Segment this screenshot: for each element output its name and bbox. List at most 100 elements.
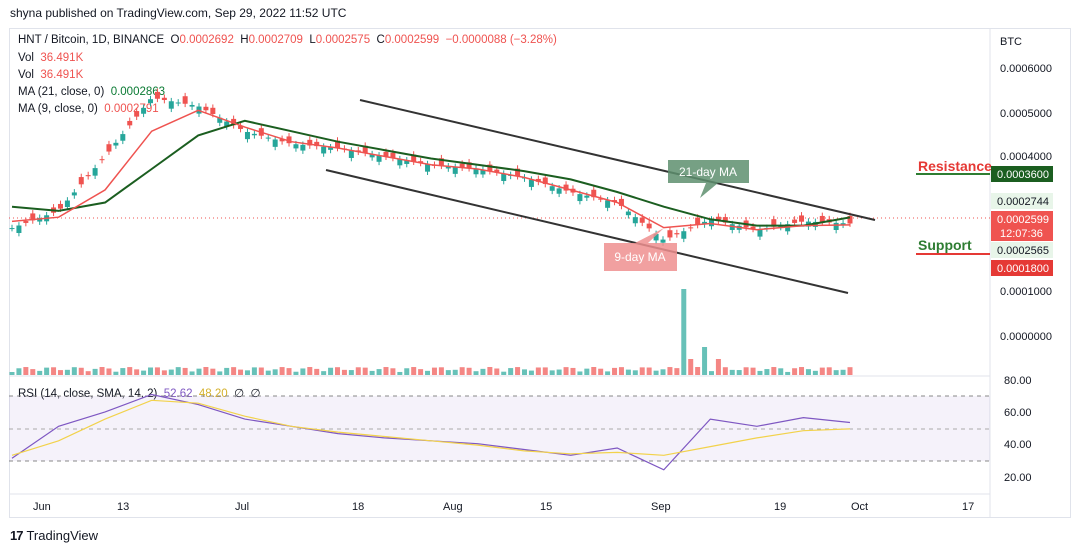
- candle-body: [57, 203, 63, 209]
- candle-body: [819, 215, 825, 223]
- price-tick: 0.0001000: [1000, 286, 1052, 298]
- candle-body: [203, 106, 209, 111]
- time-tick: 17: [962, 501, 974, 513]
- candle-body: [549, 186, 555, 191]
- candle-body: [154, 91, 160, 99]
- currency-label: BTC: [1000, 36, 1022, 48]
- volume-bar: [750, 367, 756, 375]
- candle-body: [771, 219, 777, 227]
- volume-bar: [535, 367, 541, 375]
- candle-body: [722, 217, 728, 223]
- volume-bar: [598, 368, 604, 375]
- volume-bar: [120, 368, 126, 375]
- volume-bar: [480, 368, 486, 375]
- publish-info: shyna published on TradingView.com, Sep …: [10, 6, 347, 20]
- candle-body: [168, 101, 174, 109]
- volume-bar: [618, 367, 624, 375]
- volume-bar: [335, 367, 341, 375]
- volume-bar: [785, 371, 791, 375]
- volume-bar: [667, 367, 673, 375]
- volume-bar: [224, 367, 230, 375]
- candle-body: [480, 169, 486, 175]
- tradingview-logo[interactable]: 17 TradingView: [10, 528, 98, 543]
- chart-frame: [9, 28, 1071, 518]
- price-tick: 0.0000000: [1000, 331, 1052, 343]
- volume-bar: [321, 371, 327, 375]
- volume-bar: [508, 368, 514, 375]
- volume-bar: [348, 370, 354, 375]
- brand-name: TradingView: [26, 528, 99, 543]
- volume-bar: [78, 367, 84, 375]
- candle-body: [653, 233, 659, 241]
- rsi-sma-line: [11, 399, 851, 456]
- volume-bar: [244, 370, 250, 375]
- channel-lower-line: [325, 169, 849, 294]
- legend-rsi: RSI (14, close, SMA, 14, 2) 52.62 48.20 …: [18, 386, 261, 400]
- candle-body: [30, 213, 36, 221]
- legend-ma9-label: MA (9, close, 0): [18, 103, 98, 115]
- volume-bar: [92, 368, 98, 375]
- candle-body: [328, 147, 334, 150]
- candle-body: [528, 179, 534, 187]
- ma-badge: [991, 193, 1053, 209]
- volume-bar: [418, 369, 424, 375]
- legend-ma21-label: MA (21, close, 0): [18, 86, 105, 98]
- volume-bar: [314, 368, 320, 375]
- volume-bar: [23, 367, 29, 375]
- candle-body: [542, 177, 548, 185]
- candle-body: [847, 215, 853, 224]
- volume-bar: [702, 347, 708, 375]
- volume-bar: [612, 367, 618, 375]
- candle-body: [134, 111, 140, 117]
- volume-bar: [113, 371, 119, 375]
- volume-bar: [57, 370, 63, 375]
- price-tick: 0.0006000: [1000, 63, 1052, 75]
- volume-bar: [265, 370, 271, 375]
- volume-bar: [792, 368, 798, 375]
- candle-body: [639, 217, 645, 223]
- rsi-tick: 80.00: [1004, 375, 1032, 387]
- volume-bar: [161, 370, 167, 375]
- volume-bar: [515, 367, 521, 375]
- candle-body: [369, 154, 375, 158]
- legend-low-label: L: [309, 34, 316, 46]
- volume-bar: [328, 367, 334, 375]
- ma9-badge: [991, 242, 1053, 258]
- volume-bar: [182, 367, 188, 375]
- volume-bar: [819, 367, 825, 375]
- price-tick: 0.0004000: [1000, 151, 1052, 163]
- volume-bar: [799, 367, 805, 375]
- ma21-line: [11, 119, 851, 227]
- candle-body: [452, 166, 458, 174]
- candle-body: [141, 107, 147, 114]
- legend-ohlc: HNT / Bitcoin, 1D, BINANCE O0.0002692 H0…: [18, 34, 557, 46]
- candle-body: [127, 120, 133, 126]
- candle-body: [840, 223, 846, 225]
- legend-change: −0.0000088 (−3.28%): [445, 34, 557, 46]
- volume-bar: [729, 369, 735, 375]
- volume-bar: [466, 367, 472, 375]
- candle-body: [16, 225, 22, 233]
- candle-body: [307, 139, 313, 146]
- volume-bar: [757, 370, 763, 375]
- candle-body: [674, 233, 680, 235]
- resistance-label: Resistance: [918, 158, 992, 174]
- candle-body: [404, 160, 410, 164]
- candle-body: [494, 169, 500, 173]
- candle-body: [632, 217, 638, 224]
- volume-bar: [369, 370, 375, 375]
- legend-high-label: H: [240, 34, 249, 46]
- time-tick: Jul: [235, 501, 249, 513]
- candle-body: [584, 195, 590, 198]
- candle-body: [792, 219, 798, 223]
- volume-bar: [494, 368, 500, 375]
- volume-bar: [563, 367, 569, 375]
- candle-body: [702, 221, 708, 225]
- volume-bar: [154, 367, 160, 375]
- volume-bar: [44, 367, 50, 375]
- candle-body: [362, 145, 368, 153]
- ma21-callout: 21-day MA: [668, 160, 749, 198]
- candle-body: [556, 188, 562, 194]
- volume-bar: [300, 368, 306, 375]
- volume-bar: [605, 371, 611, 375]
